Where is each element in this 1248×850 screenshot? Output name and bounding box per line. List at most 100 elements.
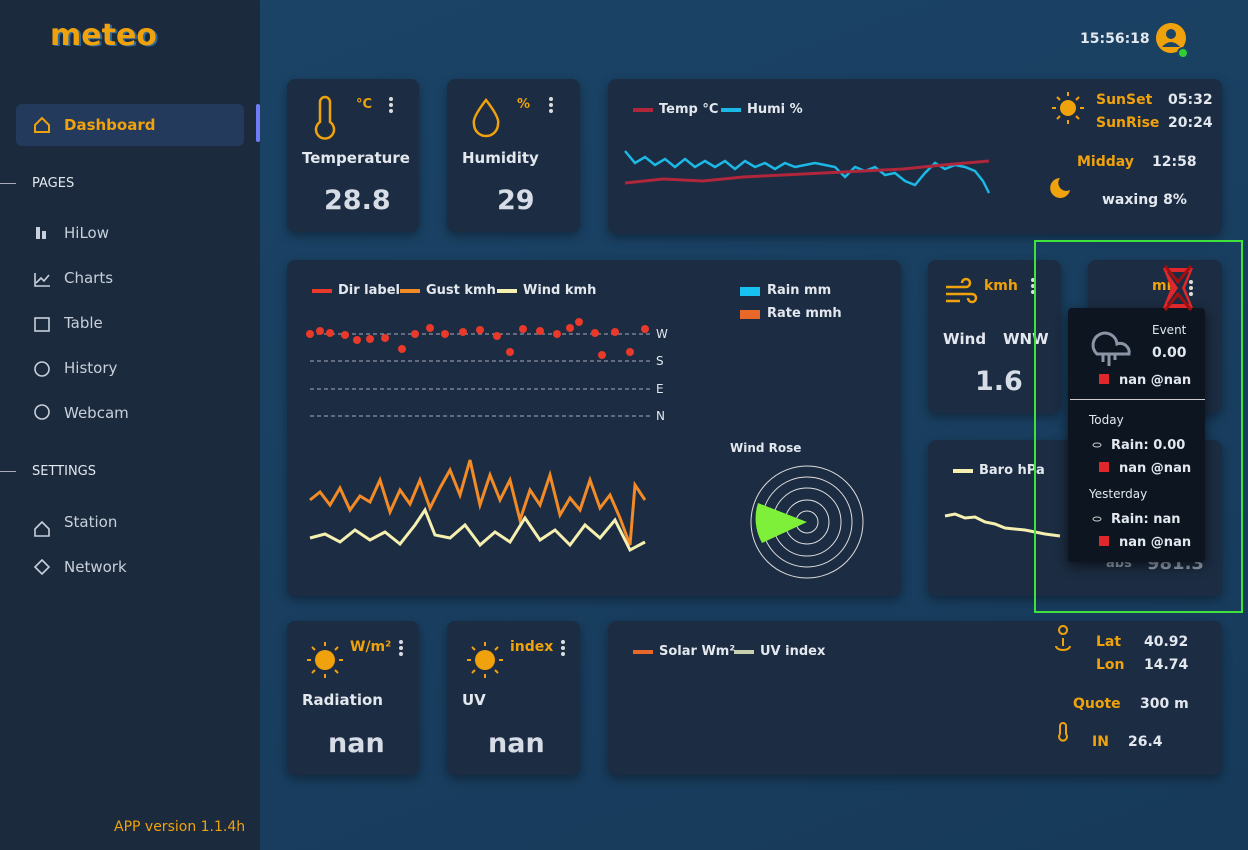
legend-swatch [400, 289, 420, 293]
dir-label: S [656, 354, 664, 368]
legend-swatch [734, 650, 754, 654]
wind-icon [946, 277, 978, 304]
version: APP version 1.1.4h [114, 819, 246, 835]
direction: WNW [1003, 330, 1049, 348]
sunset-label: SunSet [1096, 92, 1153, 108]
clock: 15:56:18 [1080, 31, 1150, 47]
value: nan [488, 728, 545, 759]
location-icons [1055, 625, 1071, 742]
popup-text: 0.00 [1152, 345, 1187, 361]
humidity-card [447, 79, 580, 232]
popup-text: Rain: nan [1111, 512, 1181, 527]
section-title: PAGES [32, 176, 75, 191]
popup-text: nan @nan [1119, 535, 1192, 550]
lat-label: Lat [1096, 634, 1122, 650]
sun-icons [307, 640, 565, 678]
nav-item[interactable]: Dashboard [64, 116, 156, 134]
unit: % [517, 97, 531, 112]
logo: meteo [50, 18, 157, 53]
popup [1068, 308, 1205, 562]
legend-swatch [497, 289, 517, 293]
in-label: IN [1092, 734, 1109, 750]
divider [0, 471, 16, 472]
wind-plot [306, 318, 650, 553]
nav-item[interactable]: Charts [64, 269, 114, 287]
nav-item[interactable]: HiLow [64, 224, 109, 242]
legend-swatch [633, 108, 653, 112]
label: Humidity [462, 149, 539, 167]
drop-icon [472, 97, 500, 138]
temp-chart-card [608, 79, 1222, 234]
legend-swatch [633, 650, 653, 654]
popup-text: Rain: 0.00 [1111, 438, 1186, 453]
nav-item[interactable]: History [64, 359, 118, 377]
avatar[interactable] [1156, 23, 1189, 59]
popup-divider [1070, 399, 1205, 400]
value: 1.6 [975, 366, 1023, 397]
lon: 14.74 [1144, 657, 1189, 673]
nav-active[interactable] [16, 104, 244, 146]
active-indicator [256, 104, 260, 142]
value: 29 [497, 185, 535, 216]
popup-text: Today [1089, 413, 1124, 427]
unit: mr [1152, 278, 1174, 294]
solar-chart-card [608, 621, 1222, 775]
label: Temperature [302, 149, 410, 167]
unit: W/m² [350, 639, 392, 655]
unit: kmh [984, 278, 1018, 294]
label: Wind [943, 330, 987, 348]
legend-label: UV index [760, 644, 826, 659]
nav-item[interactable]: Table [64, 314, 103, 332]
midday-label: Midday [1077, 154, 1134, 170]
wind-chart-card [287, 260, 901, 596]
quote-label: Quote [1073, 696, 1121, 712]
dir-label: E [656, 382, 664, 396]
sun-moon-icons [1050, 92, 1084, 198]
nav-item[interactable]: Station [64, 513, 118, 531]
legend-label: Solar Wm² [659, 644, 736, 659]
section-title: SETTINGS [32, 464, 97, 479]
sunrise-label: SunRise [1096, 115, 1160, 131]
thermo-icon [314, 95, 336, 140]
nav-item[interactable]: Network [64, 558, 127, 576]
legend-label: Gust kmh [426, 283, 496, 298]
legend-swatch [312, 289, 332, 293]
temperature-card [287, 79, 419, 232]
popup-text: Yesterday [1089, 487, 1148, 501]
sidebar: meteo Dashboard PAGES HiLow Charts Table… [0, 0, 260, 850]
sunrise: 20:24 [1168, 115, 1213, 131]
legend-label: Temp °C [659, 102, 719, 117]
wind-rose [750, 465, 864, 579]
uv-card [447, 621, 580, 775]
nav-item[interactable]: Webcam [64, 404, 129, 422]
quote: 300 m [1140, 696, 1189, 712]
highlight-box [1034, 240, 1243, 613]
popup-text: nan @nan [1119, 461, 1192, 476]
popup-text: Event [1152, 323, 1187, 337]
legend-label: Humi % [747, 102, 803, 117]
legend-label: Wind kmh [523, 283, 597, 298]
value: nan [328, 728, 385, 759]
dir-label: W [656, 327, 668, 341]
legend-swatch [740, 287, 760, 296]
legend-label: Rain mm [767, 283, 832, 298]
lon-label: Lon [1096, 657, 1125, 673]
in-temp: 26.4 [1128, 734, 1163, 750]
value: 28.8 [324, 185, 391, 216]
lat: 40.92 [1144, 634, 1189, 650]
legend-label: Rate mmh [767, 306, 842, 321]
unit: index [510, 639, 554, 655]
radiation-card [287, 621, 419, 775]
temp-sparkline [624, 150, 991, 194]
legend-label: Baro hPa [979, 463, 1045, 478]
menu-dots[interactable] [381, 97, 553, 227]
rose-title: Wind Rose [730, 441, 802, 455]
midday: 12:58 [1152, 154, 1197, 170]
popup-icons [1091, 265, 1193, 546]
moon-phase: waxing 8% [1102, 192, 1187, 208]
legend-label: Dir label [338, 283, 400, 298]
nav-icons [33, 116, 51, 576]
sunset: 05:32 [1168, 92, 1213, 108]
dir-label: N [656, 409, 665, 423]
